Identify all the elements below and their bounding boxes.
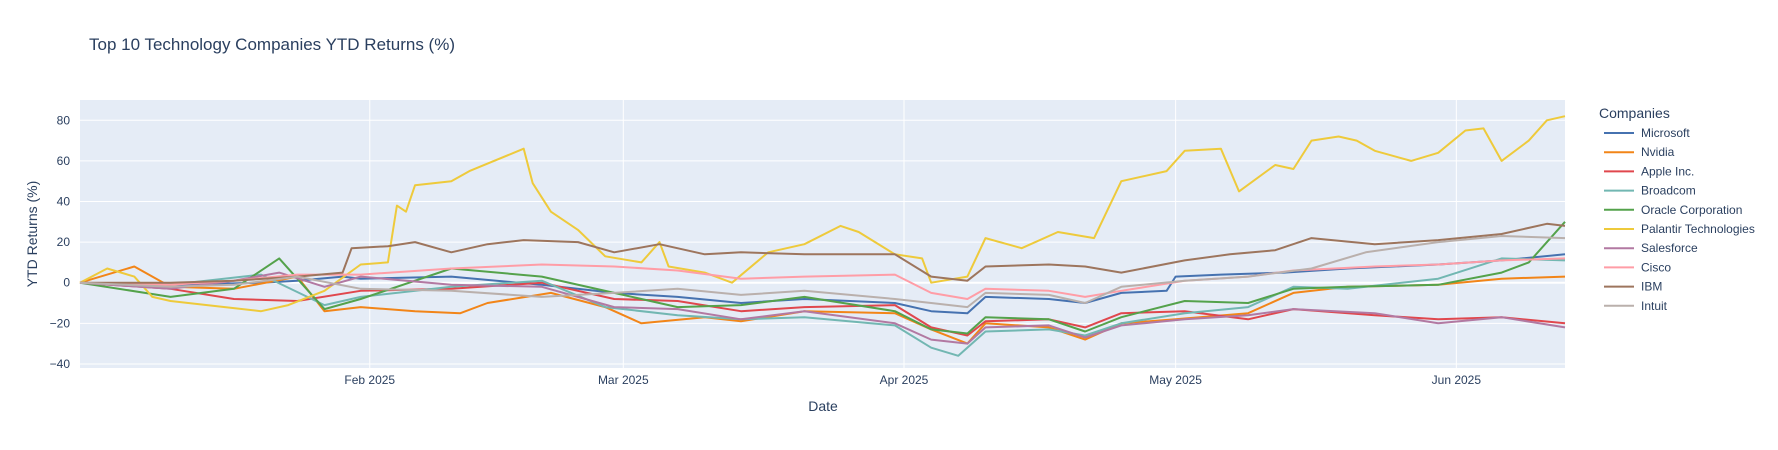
legend-item-palantir-technologies[interactable]: Palantir Technologies (1604, 222, 1755, 236)
series-line-microsoft (79, 253, 1566, 315)
series-line-palantir-technologies (79, 115, 1566, 313)
legend-item-apple-inc[interactable]: Apple Inc. (1604, 164, 1694, 178)
legend-item-oracle-corporation[interactable]: Oracle Corporation (1604, 203, 1742, 217)
series-lines (79, 115, 1566, 357)
y-axis-ticks: −40 −20 0 20 40 60 80 (50, 113, 71, 371)
x-tick-label: Jun 2025 (1432, 373, 1482, 387)
legend-label: IBM (1641, 280, 1662, 294)
series-line-salesforce (79, 271, 1566, 345)
legend-label: Cisco (1641, 260, 1671, 274)
legend-label: Broadcom (1641, 184, 1696, 198)
series-line-broadcom (79, 257, 1566, 357)
legend-label: Apple Inc. (1641, 164, 1694, 178)
y-tick-label: 20 (57, 235, 71, 249)
y-tick-label: 0 (63, 276, 70, 290)
x-tick-label: May 2025 (1149, 373, 1202, 387)
legend-item-broadcom[interactable]: Broadcom (1604, 184, 1696, 198)
legend-item-cisco[interactable]: Cisco (1604, 260, 1671, 274)
y-axis-title: YTD Returns (%) (24, 181, 40, 288)
series-line-ibm (80, 222, 1566, 284)
x-tick-label: Feb 2025 (344, 373, 395, 387)
legend-title: Companies (1599, 105, 1670, 121)
series-line-oracle-corporation (79, 221, 1566, 335)
series-line-intuit (79, 235, 1566, 309)
x-tick-label: Apr 2025 (880, 373, 929, 387)
legend-item-microsoft[interactable]: Microsoft (1604, 126, 1690, 140)
legend-label: Palantir Technologies (1641, 222, 1755, 236)
x-axis-ticks: Feb 2025 Mar 2025 Apr 2025 May 2025 Jun 2025 (344, 373, 1481, 387)
x-tick-label: Mar 2025 (598, 373, 649, 387)
legend-item-ibm[interactable]: IBM (1604, 280, 1662, 294)
legend-label: Microsoft (1641, 126, 1690, 140)
chart-title: Top 10 Technology Companies YTD Returns … (89, 35, 455, 54)
legend-item-nvidia[interactable]: Nvidia (1604, 145, 1675, 159)
legend-item-salesforce[interactable]: Salesforce (1604, 241, 1698, 255)
y-tick-label: 60 (57, 154, 71, 168)
legend-label: Nvidia (1641, 145, 1675, 159)
y-tick-label: −20 (50, 316, 71, 330)
y-tick-label: −40 (50, 357, 71, 371)
y-tick-label: 80 (57, 113, 71, 127)
legend-item-intuit[interactable]: Intuit (1604, 299, 1668, 313)
legend-label: Salesforce (1641, 241, 1698, 255)
legend-label: Intuit (1641, 299, 1668, 313)
x-axis-title: Date (808, 398, 838, 414)
legend-label: Oracle Corporation (1641, 203, 1742, 217)
y-tick-label: 40 (57, 195, 71, 209)
legend[interactable]: Companies Microsoft Nvidia Apple Inc. Broad… (1599, 105, 1755, 313)
